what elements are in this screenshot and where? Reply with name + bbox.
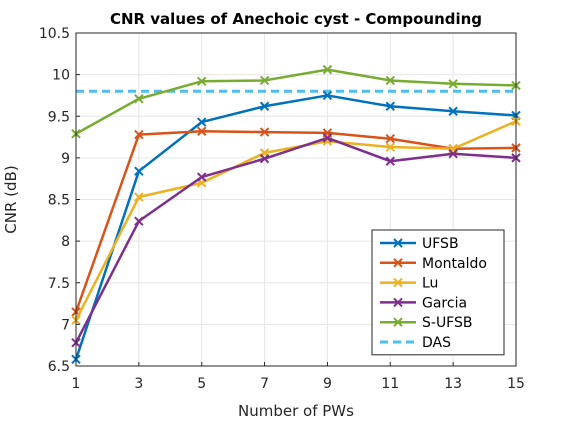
data-point-montaldo — [197, 126, 207, 136]
legend-label: Garcia — [422, 295, 467, 311]
data-point-s-ufsb — [259, 75, 270, 86]
series-line-montaldo — [74, 129, 517, 313]
y-tick-label: 9 — [61, 151, 70, 167]
data-point-garcia — [322, 133, 333, 143]
y-axis-ticks: 6.5 7 7.5 8 8.5 9 9.5 10 10.5 — [39, 26, 80, 375]
data-point-garcia — [259, 154, 270, 164]
data-point-lu — [385, 142, 395, 152]
legend-label: S-UFSB — [422, 315, 472, 331]
data-point-lu — [134, 192, 144, 202]
y-tick-label: 7 — [61, 317, 70, 333]
data-point-ufsb — [385, 101, 395, 111]
x-tick-label: 7 — [260, 376, 269, 392]
legend-label: DAS — [422, 335, 451, 351]
legend-label: Montaldo — [422, 256, 487, 272]
y-tick-label: 7.5 — [48, 276, 70, 292]
x-tick-label: 15 — [507, 376, 525, 392]
y-tick-label: 8 — [61, 234, 70, 250]
x-tick-label: 3 — [134, 376, 143, 392]
data-point-garcia — [134, 216, 144, 226]
data-point-ufsb — [448, 106, 458, 116]
legend: UFSB Montaldo Lu Garcia S-UFSB DAS — [371, 229, 505, 356]
data-point-garcia — [448, 149, 458, 159]
x-tick-label: 13 — [444, 376, 462, 392]
data-point-montaldo — [385, 134, 395, 144]
data-point-garcia — [385, 156, 395, 166]
series-line-garcia — [74, 136, 517, 344]
data-point-montaldo — [134, 129, 144, 140]
data-point-montaldo — [259, 127, 270, 137]
y-tick-label: 10 — [52, 68, 70, 84]
x-tick-label: 11 — [381, 376, 399, 392]
series-line-s-ufsb — [75, 68, 517, 135]
legend-label: Lu — [422, 276, 438, 292]
data-point-garcia — [197, 172, 207, 182]
data-point-ufsb — [134, 166, 144, 176]
y-axis-label: CNR (dB) — [2, 165, 20, 233]
y-tick-label: 9.5 — [48, 109, 70, 125]
x-axis-label: Number of PWs — [238, 402, 354, 420]
data-point-ufsb — [259, 101, 270, 111]
data-point-ufsb — [197, 117, 207, 127]
legend-label: UFSB — [422, 236, 459, 252]
y-tick-label: 10.5 — [39, 26, 70, 42]
data-point-s-ufsb — [448, 79, 458, 89]
series-line-ufsb — [74, 94, 517, 360]
plot-series — [71, 64, 521, 365]
x-tick-label: 1 — [72, 376, 81, 392]
x-tick-label: 5 — [197, 376, 206, 392]
legend-entry-ufsb: UFSB — [380, 236, 459, 252]
data-point-ufsb — [322, 90, 333, 101]
chart-title: CNR values of Anechoic cyst - Compoundin… — [110, 10, 482, 28]
legend-box — [371, 229, 505, 356]
legend-entry-s-ufsb: S-UFSB — [380, 315, 472, 331]
data-point-s-ufsb — [197, 76, 207, 86]
x-axis-ticks: 1 3 5 7 9 11 13 15 — [72, 362, 525, 392]
legend-entry-lu: Lu — [380, 276, 438, 292]
data-point-s-ufsb — [134, 94, 144, 104]
data-point-s-ufsb — [385, 75, 395, 86]
y-tick-label: 8.5 — [48, 193, 70, 209]
legend-entry-garcia: Garcia — [380, 295, 467, 311]
data-point-s-ufsb — [322, 64, 333, 75]
legend-entry-montaldo: Montaldo — [380, 256, 487, 272]
y-tick-label: 6.5 — [48, 359, 70, 375]
legend-entry-das: DAS — [380, 335, 451, 351]
x-tick-label: 9 — [323, 376, 332, 392]
